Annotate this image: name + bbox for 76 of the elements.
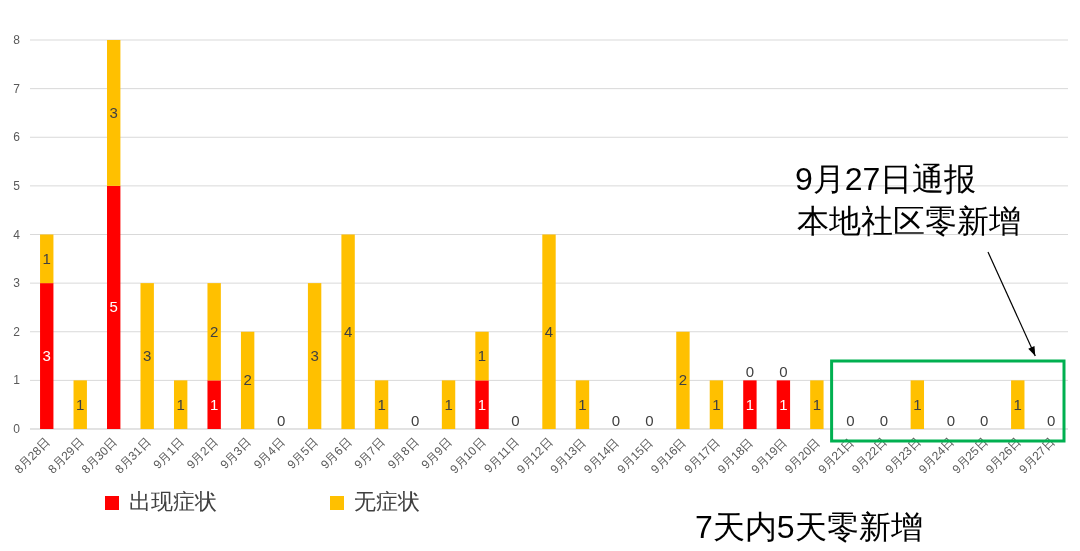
- data-label: 1: [779, 395, 788, 413]
- bar: [776, 380, 791, 429]
- data-label: 1: [209, 395, 219, 413]
- bar: [240, 331, 255, 429]
- data-label: 1: [712, 395, 721, 413]
- data-label: 3: [143, 347, 152, 365]
- bar: [709, 380, 724, 429]
- y-tick-label: 1: [13, 373, 21, 388]
- bar: [676, 331, 690, 429]
- data-label: 1: [477, 395, 487, 413]
- text: 7天内5天零新增: [695, 509, 923, 545]
- data-label: 2: [678, 371, 688, 389]
- bar: [73, 380, 87, 429]
- data-label: 0: [745, 363, 755, 381]
- data-label: 3: [42, 347, 51, 365]
- data-label: 0: [946, 412, 955, 429]
- data-label: 0: [511, 412, 520, 429]
- bar: [475, 331, 489, 381]
- annotation: 本地社区零新增: [797, 203, 1021, 239]
- data-label: 1: [444, 395, 453, 413]
- data-label: 1: [477, 347, 487, 365]
- data-label: 0: [779, 363, 788, 381]
- y-tick-label: 0: [13, 422, 21, 436]
- y-tick-label: 5: [13, 178, 21, 193]
- y-tick-label: 7: [13, 81, 21, 96]
- data-label: 3: [310, 347, 319, 365]
- bar: [542, 234, 556, 429]
- bar: [475, 380, 489, 429]
- y-tick-label: 3: [13, 276, 21, 291]
- y-tick-label: 4: [13, 227, 21, 242]
- data-label: 1: [913, 395, 922, 413]
- bar: [40, 234, 54, 284]
- bar: [107, 40, 121, 186]
- data-label: 0: [1047, 412, 1056, 429]
- data-label: 2: [243, 371, 252, 389]
- data-label: 4: [544, 322, 554, 340]
- y-tick-label: 2: [13, 324, 21, 339]
- legend-label: 出现症状: [129, 489, 217, 514]
- data-label: 0: [410, 412, 420, 429]
- annotation: 9月27日通报: [795, 161, 977, 197]
- data-label: 1: [745, 395, 755, 413]
- data-label: 3: [109, 103, 118, 121]
- data-label: 1: [76, 395, 85, 413]
- bar: [207, 283, 221, 381]
- data-label: 1: [42, 249, 51, 267]
- bar: [341, 234, 355, 429]
- bar: [1011, 380, 1025, 429]
- bar: [307, 283, 322, 429]
- bar: [910, 380, 925, 429]
- data-label: 0: [276, 412, 286, 429]
- bar: [107, 185, 121, 429]
- y-tick-label: 6: [13, 130, 21, 145]
- y-tick-label: 8: [13, 33, 21, 47]
- data-label: 0: [879, 412, 889, 429]
- data-label: 0: [846, 412, 855, 429]
- bar: [40, 283, 54, 429]
- data-label: 0: [980, 412, 989, 429]
- bar: [207, 380, 221, 429]
- data-label: 0: [611, 412, 621, 429]
- data-label: 5: [109, 298, 118, 316]
- bar: [140, 283, 154, 429]
- legend-label: 无症状: [354, 489, 420, 514]
- data-label: 1: [812, 395, 822, 413]
- data-label: 1: [176, 395, 185, 413]
- bar: [810, 380, 824, 429]
- bar: [173, 380, 188, 429]
- data-label: 1: [377, 395, 386, 413]
- data-label: 0: [645, 412, 654, 429]
- data-label: 1: [578, 395, 587, 413]
- data-label: 4: [343, 322, 353, 340]
- data-label: 1: [1013, 395, 1022, 413]
- bar: [441, 380, 456, 429]
- data-label: 2: [209, 322, 219, 340]
- bar: [374, 380, 389, 429]
- bar: [575, 380, 590, 429]
- bar: [743, 380, 757, 429]
